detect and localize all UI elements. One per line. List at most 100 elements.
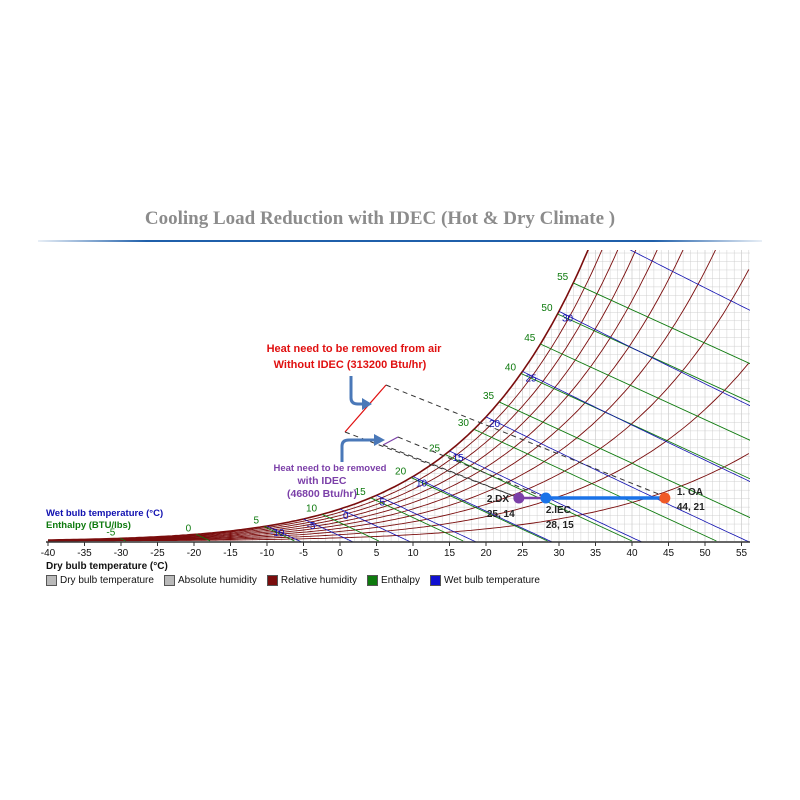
relative-humidity-line-60	[48, 250, 658, 541]
enthalpy-label: 50	[541, 303, 553, 314]
bracket-without-idec	[344, 384, 387, 433]
enthalpy-label: 0	[186, 523, 192, 534]
x-tick-label: -35	[77, 548, 92, 559]
enthalpy-line	[573, 282, 750, 365]
legend-item-enthalpy[interactable]: Enthalpy	[367, 575, 420, 586]
enthalpy-label: 15	[355, 487, 367, 498]
wet-bulb-line	[558, 310, 750, 407]
enthalpy-label: 55	[557, 272, 569, 283]
x-tick-label: 55	[736, 548, 748, 559]
process-layer: 1. OA 44, 21 2.IEC 28, 15 2.DX 25, 14	[487, 487, 705, 531]
x-tick-label: -20	[187, 548, 202, 559]
annotation-with-idec-line3: (46800 Btu/hr)	[287, 488, 357, 500]
relative-humidity-line-100	[48, 250, 589, 541]
wet-bulb-label: 30	[562, 313, 574, 324]
x-tick-label: -10	[260, 548, 275, 559]
point-oa	[659, 492, 671, 504]
arrow-head-icon	[362, 398, 372, 410]
x-tick-label: -15	[223, 548, 238, 559]
arrow-without-idec-icon	[349, 376, 366, 406]
title-rule	[38, 240, 762, 242]
grid-layer	[47, 250, 750, 541]
enthalpy-line	[473, 428, 717, 542]
wet-bulb-label: -5	[307, 521, 316, 532]
wet-bulb-line	[522, 371, 750, 483]
legend-label: Dry bulb temperature	[60, 575, 154, 586]
legend-swatch-dry-bulb	[46, 575, 57, 586]
x-tick-label: 40	[626, 548, 638, 559]
x-tick-label: 45	[663, 548, 675, 559]
enthalpy-line	[540, 343, 750, 441]
relative-humidity-line-40	[48, 250, 716, 542]
enthalpy-line	[520, 373, 750, 480]
x-tick-label: 25	[517, 548, 529, 559]
legend-swatch-absolute-humidity	[163, 575, 175, 586]
x-tick-label: -5	[299, 548, 308, 559]
point-coords-oa: 44, 21	[677, 502, 705, 513]
legend-swatch-relative-humidity	[266, 575, 278, 586]
labels-layer: -5 0 5 10 15 20 25 30 35 40 45 50 55 -10 -5 0 5 10 15 20 25 3…	[46, 272, 574, 539]
wet-bulb-line	[339, 508, 412, 542]
bracket-with-idec	[382, 436, 399, 446]
chart-title: Cooling Load Reduction with IDEC (Hot & …	[144, 208, 616, 229]
relative-humidity-line-50	[48, 250, 684, 541]
x-tick-label: -40	[41, 548, 56, 559]
point-coords-dx: 25, 14	[487, 509, 515, 520]
wet-bulb-label: 20	[489, 419, 501, 430]
annotation-without-idec-line2: Without IDEC (313200 Btu/hr)	[274, 359, 427, 371]
point-label-oa: 1. OA	[677, 487, 703, 498]
enthalpy-label: 35	[483, 391, 495, 402]
x-tick-label: 10	[407, 548, 419, 559]
wet-bulb-line	[303, 518, 355, 542]
enthalpy-label: 5	[254, 516, 260, 527]
enthalpy-label: 40	[505, 362, 517, 373]
annotation-with-idec-line1: Heat need to be removed	[274, 463, 387, 474]
enthalpy-label: 45	[524, 333, 536, 344]
legend-label: Absolute humidity	[177, 575, 257, 586]
wet-bulb-label: 25	[526, 373, 538, 384]
x-tick-label: 20	[480, 548, 492, 559]
wet-bulb-line	[629, 250, 750, 311]
wet-bulb-line	[485, 416, 750, 542]
wet-bulb-label: 0	[343, 511, 349, 522]
annotation-with-idec-line2: with IDEC	[297, 475, 347, 487]
x-tick-label: -25	[150, 548, 165, 559]
legend-item-wet-bulb[interactable]: Wet bulb temperature	[429, 575, 540, 586]
wet-bulb-label: 15	[453, 453, 465, 464]
enthalpy-label: 30	[458, 418, 470, 429]
x-tick-label: 35	[590, 548, 602, 559]
x-tick-label: 30	[553, 548, 565, 559]
legend-label: Enthalpy	[381, 575, 420, 586]
x-tick-label: 15	[444, 548, 456, 559]
wet-bulb-axis-label: Wet bulb temperature (°C)	[46, 508, 163, 519]
enthalpy-line	[263, 526, 295, 542]
legend-swatch-enthalpy	[367, 575, 379, 586]
annotation-without-idec-line1: Heat need to be removed from air	[267, 343, 443, 355]
legend-item-relative-humidity[interactable]: Relative humidity	[266, 575, 358, 586]
enthalpy-label: 20	[395, 467, 407, 478]
enthalpy-label: -5	[106, 527, 115, 538]
wet-bulb-label: -10	[270, 528, 285, 539]
legend: Dry bulb temperature Absolute humidity R…	[46, 575, 540, 586]
wet-bulb-line	[412, 476, 554, 542]
relative-humidity-line-80	[48, 250, 619, 541]
legend-label: Relative humidity	[280, 575, 358, 586]
x-tick-label: 0	[337, 548, 343, 559]
point-coords-iec: 28, 15	[546, 520, 574, 531]
legend-swatch-wet-bulb	[429, 575, 441, 586]
enthalpy-line	[120, 537, 126, 542]
legend-item-absolute-humidity[interactable]: Absolute humidity	[163, 575, 257, 586]
x-tick-label: -30	[114, 548, 129, 559]
arrow-head-icon	[374, 434, 385, 446]
enthalpy-line	[498, 401, 750, 519]
legend-item-dry-bulb[interactable]: Dry bulb temperature	[46, 575, 154, 586]
x-tick-label: 5	[374, 548, 380, 559]
point-dx	[513, 492, 525, 504]
relative-humidity-line-70	[48, 250, 637, 541]
lines-layer	[48, 250, 750, 542]
wet-bulb-label: 10	[416, 478, 428, 489]
point-label-iec: 2.IEC	[546, 505, 571, 516]
wet-bulb-line	[376, 494, 478, 542]
point-label-dx: 2.DX	[487, 494, 510, 505]
